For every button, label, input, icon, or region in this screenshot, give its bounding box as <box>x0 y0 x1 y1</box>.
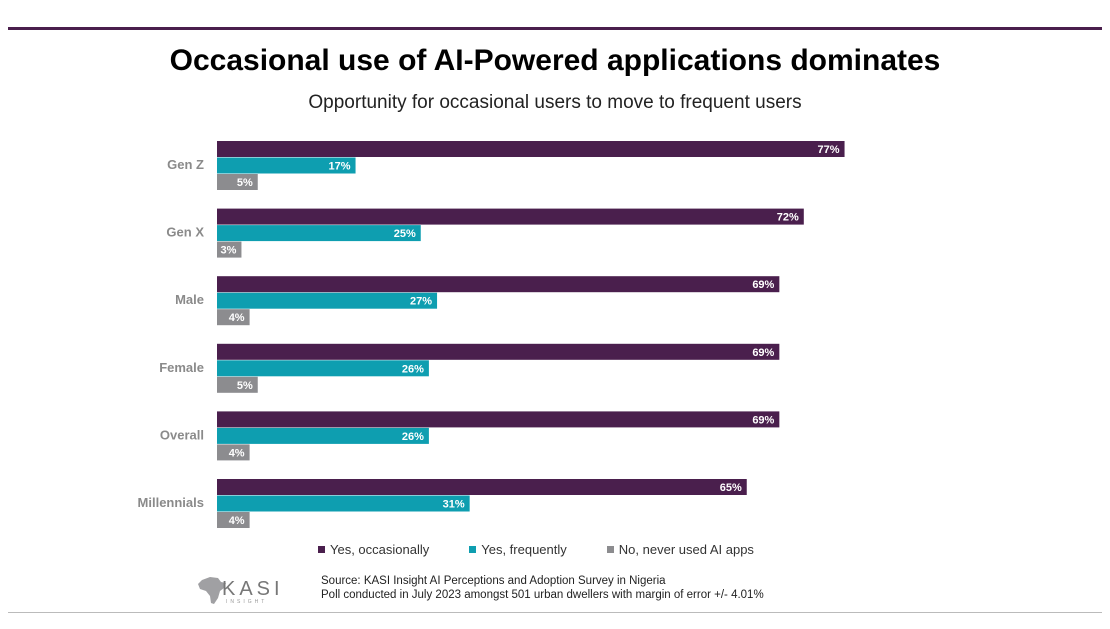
category-label-millennials: Millennials <box>138 495 204 510</box>
value-label-never-overall: 4% <box>229 447 245 459</box>
value-label-occasionally-male: 69% <box>752 279 774 291</box>
bar-frequently-gen-z <box>217 157 356 174</box>
bar-occasionally-male <box>217 276 780 293</box>
value-label-occasionally-millennials: 65% <box>720 482 742 494</box>
value-label-never-male: 4% <box>229 312 245 324</box>
bar-occasionally-overall <box>217 411 780 428</box>
bar-frequently-gen-x <box>217 225 421 242</box>
bar-frequently-overall <box>217 427 429 444</box>
source-line-1: Source: KASI Insight AI Perceptions and … <box>321 575 666 587</box>
category-label-female: Female <box>159 360 204 375</box>
value-label-frequently-overall: 26% <box>402 431 424 443</box>
chart-subtitle: Opportunity for occasional users to move… <box>308 92 802 113</box>
legend-label-occasionally: Yes, occasionally <box>330 542 430 557</box>
legend-item-frequently: Yes, frequently <box>469 542 567 557</box>
africa-map-icon <box>198 577 226 604</box>
chart-title: Occasional use of AI-Powered application… <box>169 44 941 77</box>
value-label-never-gen-x: 3% <box>221 245 237 257</box>
bar-never-overall <box>217 444 250 461</box>
bar-never-female <box>217 376 258 393</box>
category-label-male: Male <box>175 292 204 307</box>
value-label-occasionally-gen-x: 72% <box>777 212 799 224</box>
value-label-occasionally-female: 69% <box>752 347 774 359</box>
bar-chart: Gen Z 77% 17% 5% Gen X 72% 25% 3% Male 69% 27% 4% Fe… <box>138 141 845 528</box>
legend-swatch-occasionally <box>318 546 325 553</box>
category-label-overall: Overall <box>160 427 204 442</box>
source-line-2: Poll conducted in July 2023 amongst 501 … <box>321 589 764 601</box>
legend-label-never: No, never used AI apps <box>618 542 754 557</box>
category-label-gen-z: Gen Z <box>167 157 204 172</box>
value-label-never-gen-z: 5% <box>237 177 253 189</box>
bar-never-male <box>217 309 250 326</box>
bottom-rule <box>8 612 1102 613</box>
category-label-gen-x: Gen X <box>166 225 204 240</box>
bar-never-millennials <box>217 512 250 528</box>
kasi-logo-text: KASI <box>222 578 284 600</box>
value-label-never-millennials: 4% <box>229 515 245 527</box>
bar-never-gen-x <box>217 241 242 258</box>
value-label-frequently-female: 26% <box>402 363 424 375</box>
legend-item-never: No, never used AI apps <box>606 542 754 557</box>
legend-swatch-never <box>606 546 614 553</box>
bar-occasionally-gen-x <box>217 208 804 225</box>
kasi-logo-tagline: INSIGHT <box>226 599 268 605</box>
legend-label-frequently: Yes, frequently <box>481 542 567 557</box>
legend: Yes, occasionally Yes, frequently No, ne… <box>318 542 754 557</box>
bar-occasionally-female <box>217 343 780 360</box>
value-label-frequently-gen-z: 17% <box>329 161 351 173</box>
bar-frequently-female <box>217 360 429 377</box>
bar-occasionally-gen-z <box>217 141 845 157</box>
legend-swatch-frequently <box>469 546 477 553</box>
value-label-frequently-millennials: 31% <box>443 499 465 511</box>
legend-item-occasionally: Yes, occasionally <box>318 542 429 557</box>
bar-occasionally-millennials <box>217 479 747 495</box>
bar-never-gen-z <box>217 174 258 190</box>
value-label-occasionally-overall: 69% <box>752 414 774 426</box>
bar-frequently-millennials <box>217 495 470 512</box>
top-rule <box>8 27 1102 30</box>
value-label-frequently-male: 27% <box>410 296 432 308</box>
source-note: Source: KASI Insight AI Perceptions and … <box>321 574 764 602</box>
value-label-occasionally-gen-z: 77% <box>818 144 840 156</box>
value-label-never-female: 5% <box>237 380 253 392</box>
bar-frequently-male <box>217 292 438 309</box>
value-label-frequently-gen-x: 25% <box>394 228 416 240</box>
